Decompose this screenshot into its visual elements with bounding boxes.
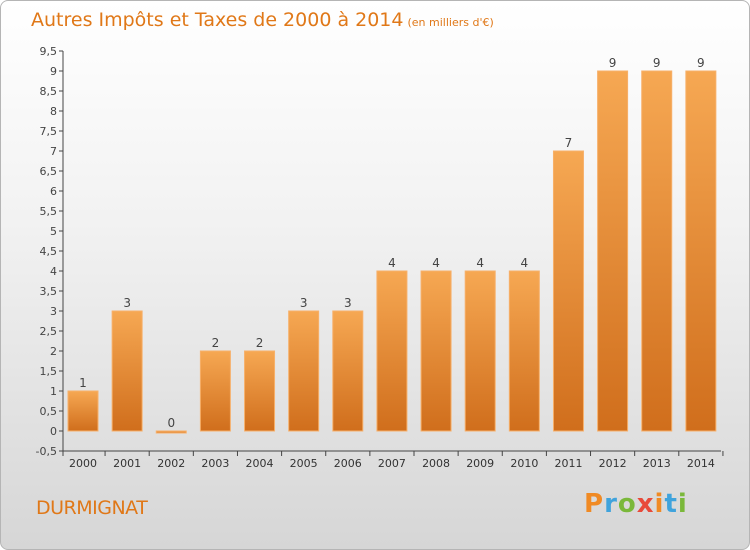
y-tick-label: 6 bbox=[50, 185, 57, 198]
logo-letter: t bbox=[664, 489, 678, 519]
bar-value-label: 2 bbox=[256, 336, 264, 350]
bar bbox=[67, 390, 99, 432]
y-tick-label: 7 bbox=[50, 145, 57, 158]
bar-value-label: 9 bbox=[653, 56, 661, 70]
x-tick-label: 2010 bbox=[510, 457, 538, 470]
y-tick-label: 4 bbox=[50, 265, 57, 278]
logo-letter: P bbox=[584, 489, 605, 519]
x-tick-label: 2003 bbox=[201, 457, 229, 470]
x-tick-label: 2004 bbox=[246, 457, 274, 470]
chart-value-labels: 1 3 0 2 2 3 3 4 4 4 4 7 9 9 9 bbox=[79, 56, 705, 430]
y-tick-label: 9,5 bbox=[40, 45, 58, 58]
x-tick-label: 2012 bbox=[599, 457, 627, 470]
logo-letter: r bbox=[604, 489, 618, 519]
logo-letter: x bbox=[636, 489, 655, 519]
bar-value-label: 3 bbox=[300, 296, 308, 310]
bar-value-label: 4 bbox=[432, 256, 440, 270]
bar bbox=[552, 150, 584, 432]
y-tick-label: 3 bbox=[50, 305, 57, 318]
y-tick-label: 5 bbox=[50, 225, 57, 238]
x-tick-label: 2000 bbox=[69, 457, 97, 470]
y-tick-label: 5,5 bbox=[40, 205, 58, 218]
y-tick-label: 4,5 bbox=[40, 245, 58, 258]
x-tick-label: 2006 bbox=[334, 457, 362, 470]
bar bbox=[288, 310, 320, 432]
y-tick-label: 8 bbox=[50, 105, 57, 118]
bar bbox=[420, 270, 452, 432]
y-tick-label: 8,5 bbox=[40, 85, 58, 98]
y-tick-label: 9 bbox=[50, 65, 57, 78]
logo-letter: i bbox=[654, 489, 665, 519]
x-tick-label: 2011 bbox=[554, 457, 582, 470]
x-tick-label: 2014 bbox=[687, 457, 715, 470]
bar bbox=[464, 270, 496, 432]
bar-value-label: 9 bbox=[697, 56, 705, 70]
y-tick-label: 0 bbox=[50, 425, 57, 438]
x-tick-label: 2001 bbox=[113, 457, 141, 470]
chart-bars bbox=[67, 70, 717, 434]
bar bbox=[244, 350, 276, 432]
bar bbox=[376, 270, 408, 432]
location-name: DURMIGNAT bbox=[36, 497, 148, 519]
y-tick-label: -0,5 bbox=[36, 445, 57, 458]
chart-axes: -0,5 0 0,5 1 1,5 2 2,5 3 3,5 4 4,5 5 5,5 6 6,5 7 7,5 8 8,5… bbox=[36, 45, 721, 458]
proxiti-logo: Proxiti bbox=[584, 489, 688, 519]
y-tick-label: 3,5 bbox=[40, 285, 58, 298]
logo-letter: o bbox=[617, 489, 637, 519]
y-tick-label: 1,5 bbox=[40, 365, 58, 378]
bar bbox=[155, 430, 187, 434]
bar-value-label: 3 bbox=[123, 296, 131, 310]
y-tick-label: 1 bbox=[50, 385, 57, 398]
bar bbox=[508, 270, 540, 432]
x-tick-label: 2007 bbox=[378, 457, 406, 470]
x-tick-label: 2005 bbox=[290, 457, 318, 470]
x-tick-label: 2009 bbox=[466, 457, 494, 470]
chart-x-ticks: 2000 2001 2002 2003 2004 2005 2006 2007 2008 2009… bbox=[62, 451, 724, 470]
bar-value-label: 2 bbox=[212, 336, 220, 350]
chart-title-text: Autres Impôts et Taxes de 2000 à 2014 bbox=[31, 9, 404, 31]
y-tick-label: 2 bbox=[50, 345, 57, 358]
y-tick-label: 2,5 bbox=[40, 325, 58, 338]
bar-value-label: 3 bbox=[344, 296, 352, 310]
y-tick-label: 7,5 bbox=[40, 125, 58, 138]
bar bbox=[685, 70, 717, 432]
bar-value-label: 4 bbox=[388, 256, 396, 270]
bar-value-label: 1 bbox=[79, 376, 87, 390]
x-tick-label: 2008 bbox=[422, 457, 450, 470]
bar bbox=[199, 350, 231, 432]
chart-title: Autres Impôts et Taxes de 2000 à 2014 (en… bbox=[31, 9, 494, 31]
x-tick-label: 2002 bbox=[157, 457, 185, 470]
x-tick-label: 2013 bbox=[643, 457, 671, 470]
logo-letter: i bbox=[677, 489, 688, 519]
bar bbox=[597, 70, 629, 432]
chart-subtitle: (en milliers d'€) bbox=[407, 16, 494, 29]
bar-value-label: 0 bbox=[167, 416, 175, 430]
bar-value-label: 4 bbox=[521, 256, 529, 270]
bar bbox=[332, 310, 364, 432]
bar bbox=[641, 70, 673, 432]
bar-value-label: 9 bbox=[609, 56, 617, 70]
y-tick-label: 0,5 bbox=[40, 405, 58, 418]
bar bbox=[111, 310, 143, 432]
bar-value-label: 4 bbox=[476, 256, 484, 270]
y-tick-label: 6,5 bbox=[40, 165, 58, 178]
bar-value-label: 7 bbox=[565, 136, 573, 150]
